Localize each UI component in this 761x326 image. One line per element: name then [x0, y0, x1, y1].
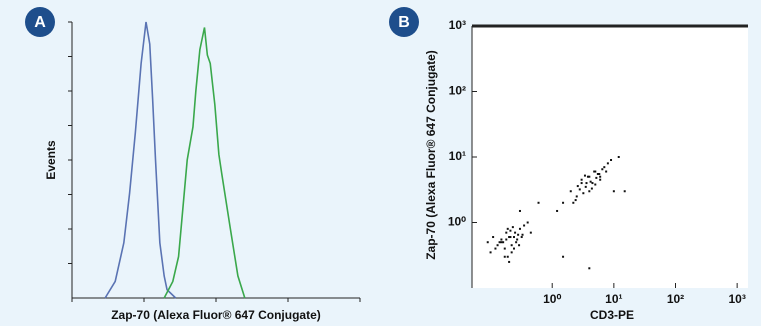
scatter-point — [601, 168, 604, 171]
scatter-point — [523, 224, 526, 227]
scatter-point — [510, 244, 513, 247]
scatter-point — [500, 238, 503, 241]
scatter-point — [610, 158, 613, 161]
scatter-point — [599, 175, 602, 178]
scatter-point — [593, 170, 596, 173]
scatter-point — [509, 236, 512, 239]
scatter-point — [515, 241, 518, 244]
scatter-point — [588, 267, 591, 270]
scatter-point — [578, 188, 581, 191]
scatter-point — [526, 221, 529, 224]
scatter-point — [508, 236, 511, 239]
histogram-line — [104, 21, 177, 299]
scatter-point — [623, 190, 626, 193]
scatter-point — [580, 182, 583, 185]
scatter-point — [505, 231, 508, 234]
scatter-point — [598, 173, 601, 176]
scatter-point — [503, 247, 506, 250]
scatter-point — [584, 185, 587, 188]
scatter-point — [529, 231, 532, 234]
panel-badge — [25, 7, 55, 37]
scatter-point — [520, 236, 523, 239]
scatter-point — [506, 227, 509, 230]
scatter-point — [588, 190, 591, 193]
scatter-point — [594, 183, 597, 186]
scatter-point — [506, 255, 509, 258]
scatter-point — [486, 241, 489, 244]
scatter-point — [494, 247, 497, 250]
scatter-point — [575, 195, 578, 198]
scatter-point — [588, 175, 591, 178]
scatter-point — [580, 178, 583, 181]
scatter-point — [583, 174, 586, 177]
scatter-point — [572, 201, 575, 204]
scatter-point — [509, 229, 512, 232]
y-tick-label: 10³ — [449, 18, 466, 32]
scatter-point — [599, 178, 602, 181]
scatter-point — [510, 251, 513, 254]
scatter-point — [537, 201, 540, 204]
scatter-point — [512, 236, 515, 239]
scatter-point — [562, 201, 565, 204]
scatter-point — [617, 156, 620, 158]
scatter-point — [518, 227, 521, 230]
x-tick-label: 10² — [667, 292, 684, 306]
scatter-point — [590, 187, 593, 190]
y-tick-label: 10⁰ — [448, 215, 466, 229]
scatter-point — [594, 170, 597, 173]
plot-area — [472, 26, 748, 288]
x-axis-label: Zap-70 (Alexa Fluor® 647 Conjugate) — [111, 308, 321, 322]
x-tick-label: 10¹ — [605, 292, 622, 306]
scatter-point — [582, 192, 585, 195]
panel-label: A — [34, 14, 46, 31]
scatter-point — [606, 162, 609, 165]
scatter-point — [518, 244, 521, 247]
scatter-point — [496, 244, 499, 247]
x-tick-label: 10⁰ — [543, 292, 561, 306]
scatter-point — [516, 238, 519, 241]
scatter-point — [586, 175, 589, 178]
scatter-point — [518, 209, 521, 212]
scatter-point — [569, 190, 572, 193]
scatter-point — [517, 233, 520, 236]
panel-label: B — [398, 14, 410, 31]
scatter-point — [612, 190, 615, 193]
y-tick-label: 10² — [449, 84, 466, 98]
scatter-point — [514, 231, 517, 234]
scatter-point — [591, 182, 594, 185]
x-axis-label: CD3-PE — [590, 308, 634, 322]
scatter-point — [562, 255, 565, 258]
scatter-point — [502, 241, 505, 244]
scatter-point — [498, 241, 501, 244]
scatter-point — [585, 182, 588, 185]
scatter-point — [511, 226, 514, 229]
scatter-point — [596, 173, 599, 176]
histogram-line — [163, 27, 246, 299]
x-tick-label: 10³ — [728, 292, 745, 306]
scatter-point — [503, 255, 506, 258]
y-axis-label: Events — [44, 140, 58, 180]
scatter-point — [605, 170, 608, 173]
scatter-point — [589, 180, 592, 183]
panel-badge — [389, 7, 419, 37]
scatter-point — [603, 166, 606, 169]
scatter-point — [556, 209, 559, 212]
scatter-point — [576, 185, 579, 188]
scatter-point — [505, 238, 508, 241]
scatter-point — [492, 236, 495, 239]
scatter-point — [512, 247, 515, 250]
scatter-point — [508, 260, 511, 263]
scatter-point — [574, 199, 577, 202]
scatter-point — [500, 241, 503, 244]
scatter-point — [595, 176, 598, 179]
scatter-point — [489, 251, 492, 254]
y-axis-label: Zap-70 (Alexa Fluor® 647 Conjugate) — [424, 50, 438, 260]
scatter-point — [521, 233, 524, 236]
y-tick-label: 10¹ — [449, 149, 466, 163]
